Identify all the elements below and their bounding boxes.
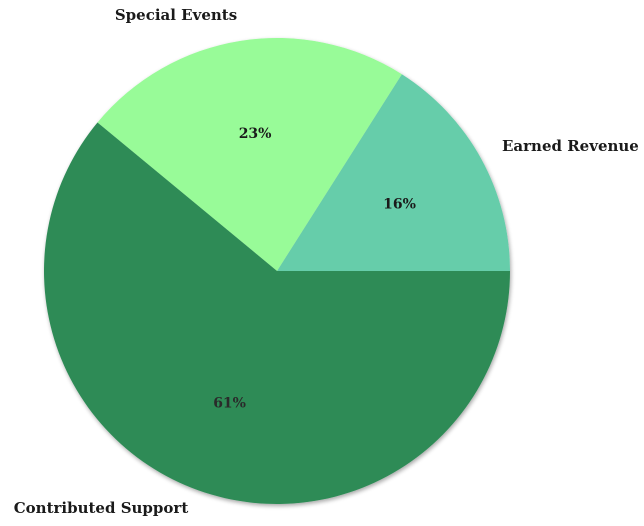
pie-category-label-contributed-support: Contributed Support [14,499,189,517]
pie-slices [43,37,510,504]
pie-slice-contributed-support [43,122,510,504]
pie-pct-label-earned-revenue: 16% [383,197,416,213]
pie-slice-special-events [97,37,402,271]
pie-pct-label-contributed-support: 61% [213,396,246,412]
pie-category-label-earned-revenue: Earned Revenue [502,137,639,155]
pie-slice-earned-revenue [277,74,510,272]
pie-pct-label-special-events: 23% [239,126,272,142]
pie-labels: 16% Earned Revenue 23% Special Events 61% Con… [14,6,639,517]
pie-category-label-special-events: Special Events [115,6,237,24]
